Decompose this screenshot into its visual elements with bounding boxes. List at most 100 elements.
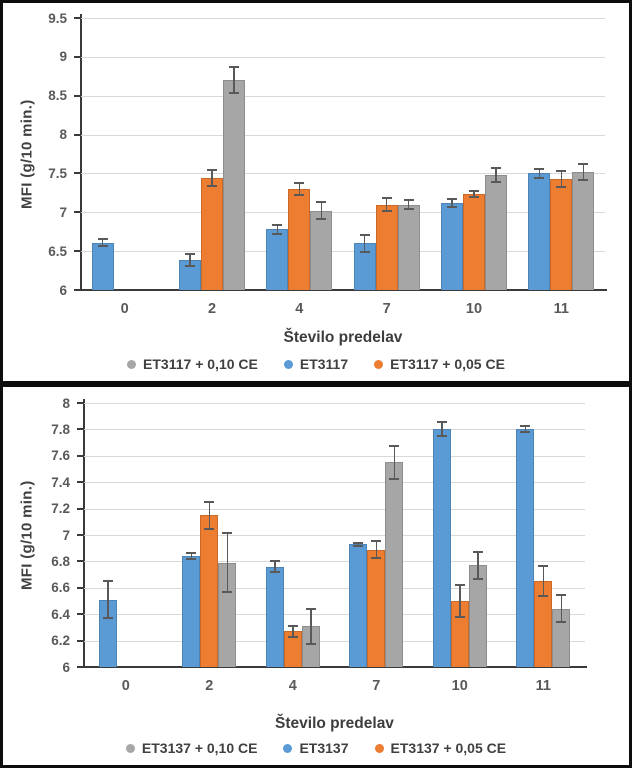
- error-bar: [538, 565, 549, 598]
- y-tick-mark: [77, 454, 84, 457]
- legend-dot-icon: [374, 743, 384, 753]
- error-bar: [222, 532, 233, 594]
- bar: [349, 544, 368, 667]
- error-bar-cap: [353, 544, 364, 547]
- error-bar-cap: [204, 500, 215, 503]
- gridline: [84, 561, 585, 563]
- error-bar-line: [495, 167, 497, 183]
- gridline: [84, 535, 585, 536]
- error-bar-line: [310, 607, 312, 645]
- error-bar-cap: [287, 635, 298, 638]
- error-bar-cap: [272, 223, 283, 226]
- error-bar: [556, 594, 567, 624]
- error-bar-line: [459, 583, 461, 619]
- error-bar: [294, 181, 305, 196]
- plot-area: 6 6.2 6.4 6.6 6.8 7 7.2 7.4 7.6 7.8 8 0 2 4 7 10 11: [51, 396, 587, 694]
- y-tick-label: 8: [59, 127, 67, 143]
- y-tick-mark: [77, 481, 84, 484]
- error-bar-cap: [556, 169, 567, 172]
- error-bar-cap: [269, 560, 280, 563]
- error-bar-line: [363, 234, 366, 253]
- legend-dot-icon: [374, 359, 384, 369]
- error-bar: [185, 253, 195, 268]
- error-bar: [207, 168, 217, 188]
- legend-item: ET3137: [283, 740, 349, 756]
- error-bar-cap: [316, 218, 327, 221]
- error-bar-line: [208, 500, 210, 530]
- error-bar-cap: [491, 167, 501, 170]
- error-bar-line: [441, 421, 443, 438]
- error-bar-line: [582, 162, 585, 182]
- legend: ET3137 + 0,10 CE ET3137 ET3137 + 0,05 CE: [3, 740, 629, 756]
- error-bar-cap: [472, 550, 483, 553]
- error-bar-line: [276, 223, 279, 235]
- bar: [441, 202, 463, 290]
- error-bar: [447, 198, 457, 208]
- error-bar-line: [189, 253, 191, 268]
- error-bar-cap: [102, 579, 113, 582]
- bar: [201, 178, 223, 290]
- error-bar-cap: [294, 181, 305, 184]
- error-bar-cap: [447, 198, 457, 201]
- x-category-label: 10: [451, 678, 468, 694]
- error-bar-line: [298, 181, 301, 196]
- error-bar-cap: [207, 185, 217, 188]
- error-bar-cap: [556, 594, 567, 597]
- error-bar-cap: [578, 179, 589, 182]
- error-bar-cap: [534, 176, 545, 179]
- error-bar-line: [393, 445, 395, 480]
- error-bar: [353, 541, 364, 547]
- error-bar-cap: [222, 591, 233, 594]
- error-bar-line: [385, 196, 388, 213]
- error-bar-cap: [472, 577, 483, 580]
- y-tick-label: 6.2: [51, 633, 70, 649]
- error-bar-cap: [229, 92, 239, 95]
- error-bar-cap: [381, 196, 392, 199]
- y-tick-mark: [74, 55, 81, 58]
- y-tick-mark: [77, 613, 84, 616]
- y-tick-mark: [77, 507, 84, 510]
- error-bar-cap: [287, 624, 298, 627]
- error-bar-cap: [185, 265, 195, 268]
- error-bar: [269, 560, 280, 574]
- chart-panel-et3117: MFI (g/10 min.) 6 6.5 7 7.5 8 8.5 9 9.5 0 2 4 7 10 11…: [0, 0, 632, 384]
- error-bar-cap: [491, 180, 501, 183]
- error-bar-cap: [186, 552, 197, 555]
- y-tick-mark: [77, 428, 84, 431]
- error-bar-cap: [436, 435, 447, 438]
- gridline: [84, 614, 585, 616]
- bar: [265, 566, 284, 667]
- error-bar: [204, 500, 215, 530]
- error-bar-cap: [294, 193, 305, 196]
- y-tick-label: 6: [62, 659, 70, 675]
- chart-panel-et3137: MFI (g/10 min.) 6 6.2 6.4 6.6 6.8 7 7.2 7.4 7.6 7…: [0, 384, 632, 768]
- error-bar: [229, 66, 239, 95]
- error-bar: [381, 196, 392, 213]
- error-bar-cap: [185, 253, 195, 256]
- error-bar-line: [320, 201, 323, 221]
- bar: [375, 204, 398, 290]
- error-bar-cap: [359, 234, 370, 237]
- x-category-label: 11: [553, 301, 569, 317]
- error-bar-cap: [102, 617, 113, 620]
- error-bar-line: [190, 552, 192, 561]
- error-bar-line: [357, 541, 359, 547]
- error-bar-line: [473, 189, 475, 198]
- error-bar: [491, 167, 501, 183]
- error-bar-cap: [389, 477, 400, 480]
- gridline: [84, 508, 585, 510]
- error-bar-cap: [538, 565, 549, 568]
- legend-dot-icon: [283, 359, 293, 369]
- error-bar: [436, 421, 447, 438]
- bar: [432, 429, 451, 667]
- y-tick-mark: [77, 560, 84, 563]
- legend-label: ET3117 + 0,10 CE: [143, 356, 258, 372]
- y-tick-label: 7.2: [51, 501, 70, 517]
- x-category-label: 7: [382, 301, 391, 317]
- error-bar-line: [375, 540, 377, 559]
- y-tick-mark: [74, 133, 81, 136]
- gridline: [84, 429, 585, 431]
- error-bar-line: [542, 565, 544, 598]
- error-bar-cap: [447, 205, 457, 208]
